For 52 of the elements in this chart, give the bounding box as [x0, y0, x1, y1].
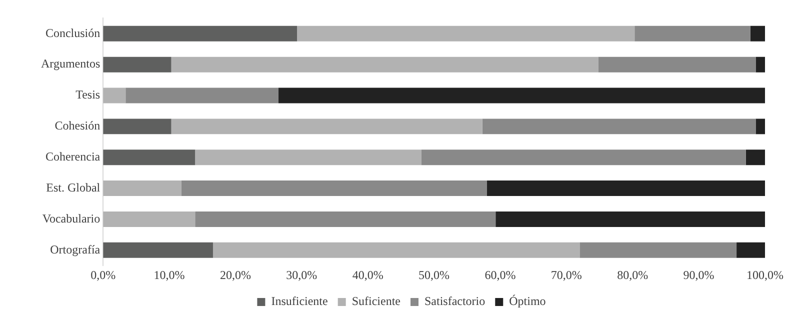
y-tick-label: Est. Global — [46, 180, 101, 194]
bar — [195, 150, 422, 166]
bar — [103, 56, 172, 72]
bar — [103, 211, 196, 227]
bar — [736, 242, 765, 258]
legend-label: Insuficiente — [271, 294, 328, 308]
x-tick-label: 60,0% — [484, 268, 516, 282]
y-tick-label: Cohesión — [54, 118, 100, 133]
bar — [482, 118, 756, 134]
x-tick-label: 40,0% — [352, 268, 384, 282]
x-tick-label: 30,0% — [286, 268, 318, 282]
bar — [750, 26, 765, 42]
x-tick-label: 10,0% — [154, 268, 185, 282]
bar — [756, 118, 765, 134]
bar — [103, 26, 298, 42]
bar — [756, 56, 765, 72]
legend-label: Óptimo — [509, 294, 546, 308]
y-tick-label: Ortografía — [50, 242, 101, 256]
x-tick-label: 50,0% — [418, 268, 450, 282]
bar — [103, 150, 196, 166]
bar — [103, 180, 182, 196]
bar — [634, 26, 750, 42]
x-tick-label: 80,0% — [617, 268, 648, 282]
x-tick-label: 90,0% — [683, 268, 714, 282]
bar — [487, 180, 765, 196]
legend-label: Suficiente — [352, 294, 400, 308]
y-tick-label: Tesis — [76, 88, 100, 102]
bar — [278, 88, 765, 104]
bar — [126, 88, 279, 104]
bar — [181, 180, 488, 196]
y-tick-label: Argumentos — [41, 56, 100, 71]
bar — [580, 242, 737, 258]
bar — [746, 150, 765, 166]
x-tick-label: 0,0% — [90, 268, 116, 282]
bar — [598, 56, 756, 72]
bar — [103, 118, 172, 134]
x-tick-label: 100,0% — [746, 268, 784, 282]
bar — [212, 242, 580, 258]
y-tick-label: Coherencia — [45, 150, 101, 164]
bar — [171, 56, 598, 72]
x-tick-label: 20,0% — [220, 268, 251, 282]
bar — [195, 211, 496, 227]
y-tick-label: Conclusión — [45, 26, 100, 40]
bar — [171, 118, 482, 134]
y-tick-label: Vocabulario — [42, 211, 100, 226]
bar — [297, 26, 635, 42]
bar — [421, 150, 746, 166]
bar — [103, 88, 126, 104]
x-tick-label: 70,0% — [550, 268, 582, 282]
bar — [103, 242, 213, 258]
bar — [496, 211, 765, 227]
legend-label: Satisfactorio — [424, 294, 486, 308]
